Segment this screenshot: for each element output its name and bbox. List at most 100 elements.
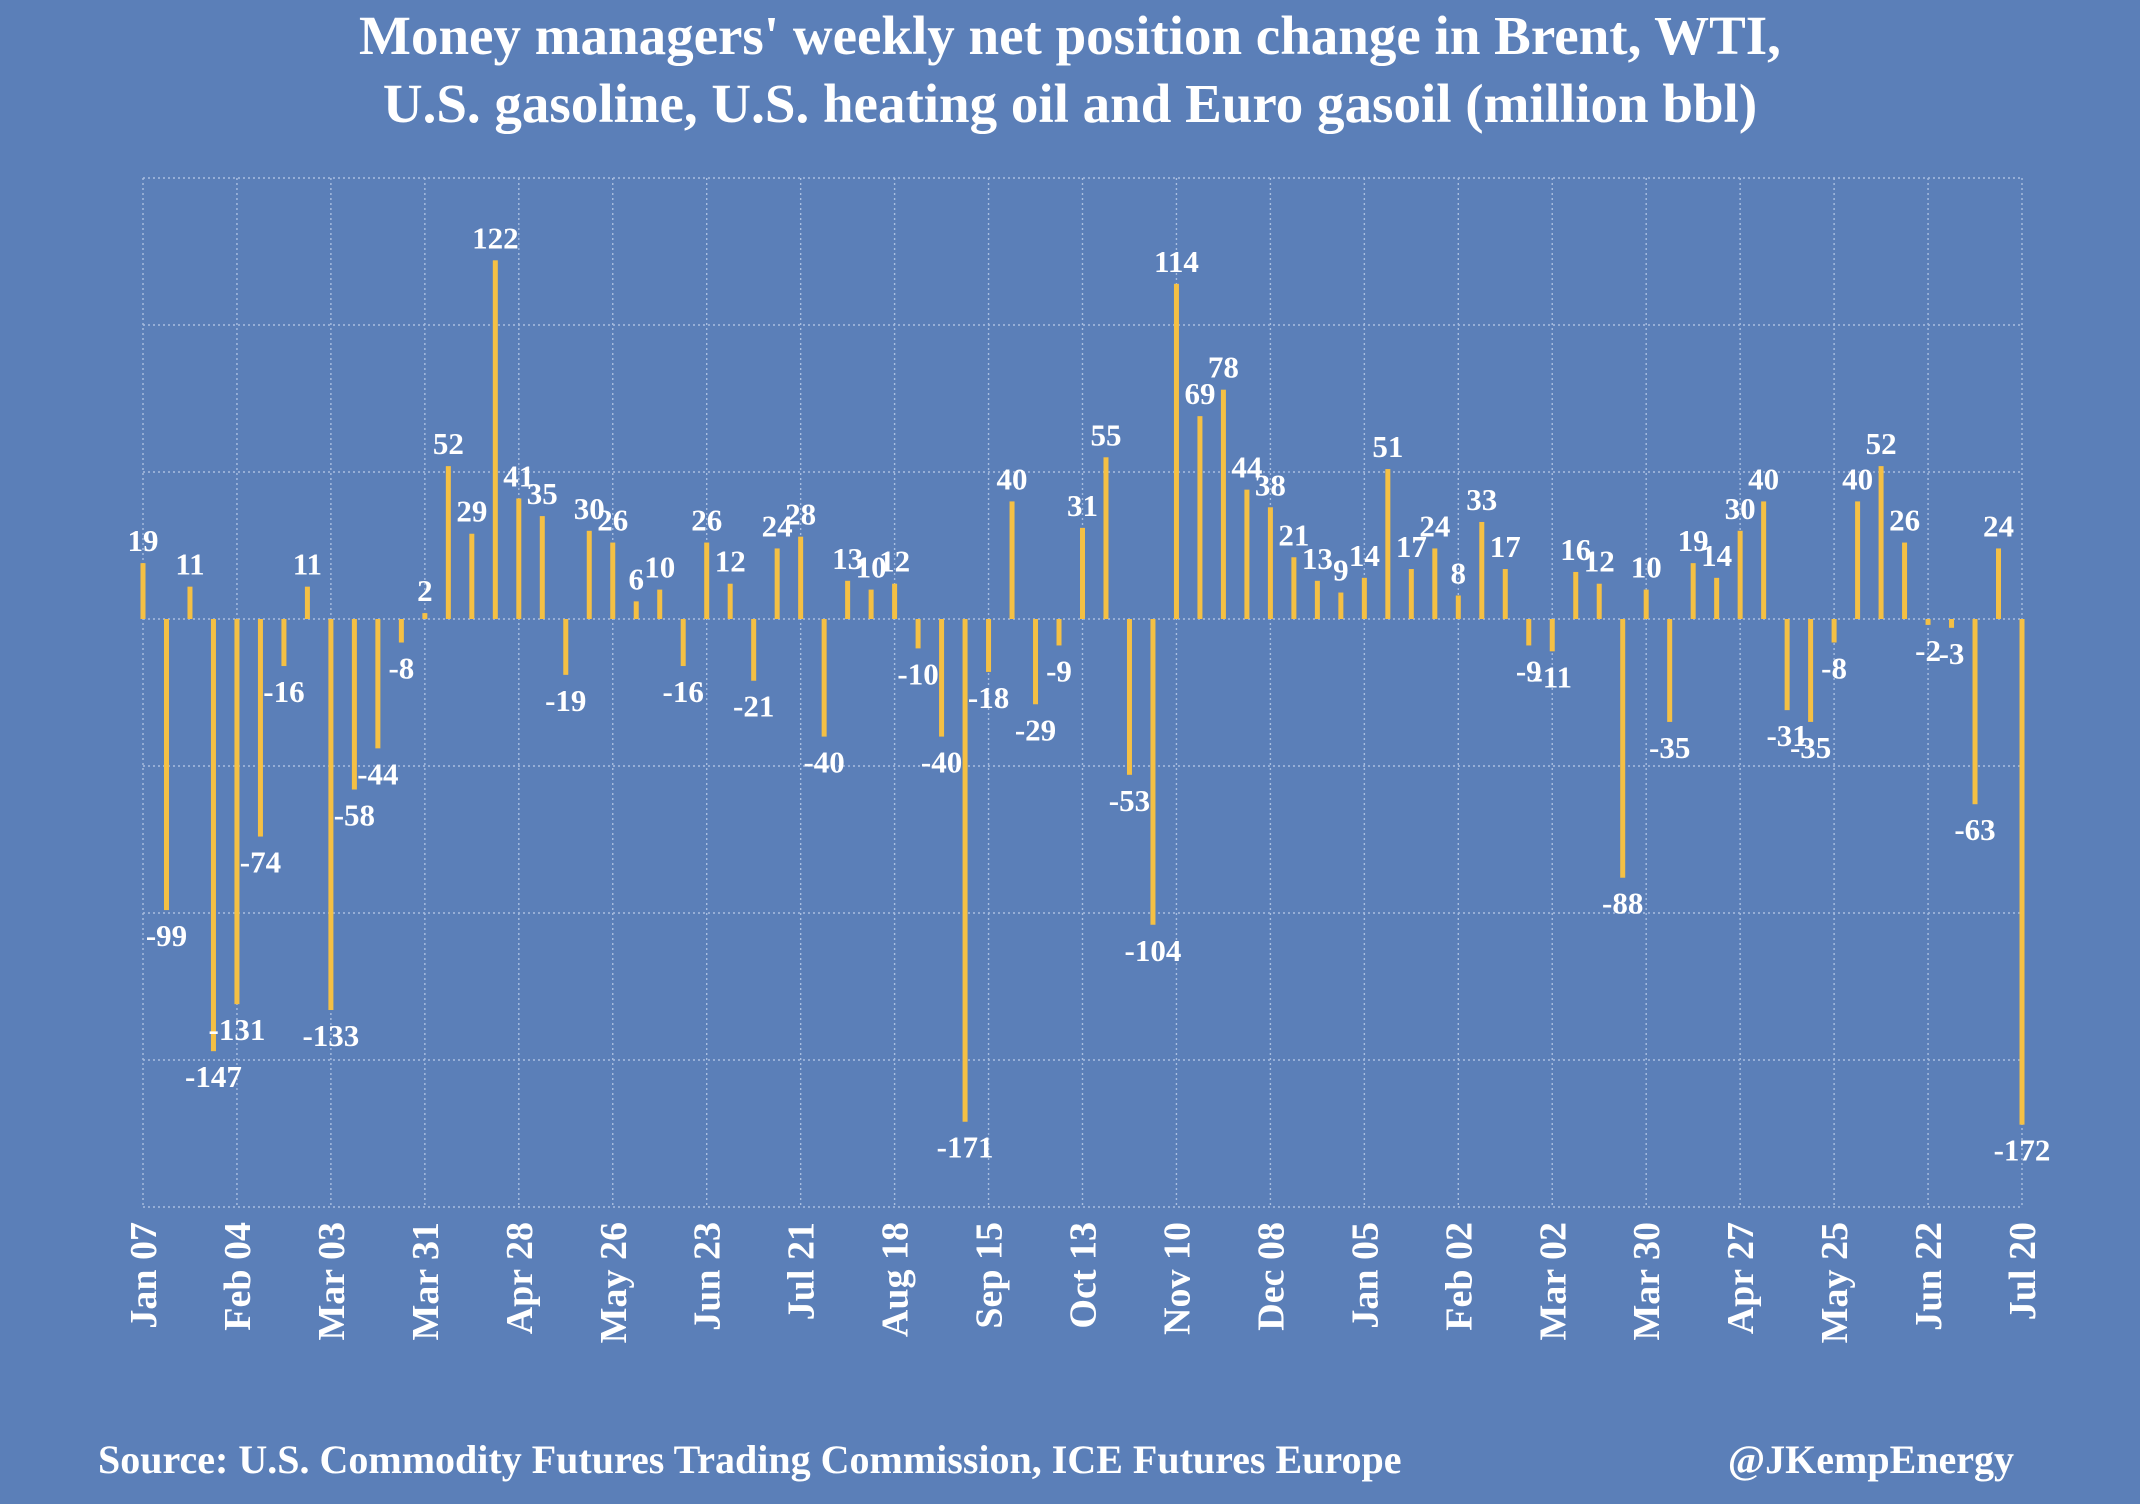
data-label: 11 <box>293 547 322 582</box>
bar <box>845 580 851 619</box>
bar <box>1667 619 1673 722</box>
bar <box>492 260 498 619</box>
bar <box>1925 619 1931 625</box>
bar <box>798 536 804 619</box>
data-label: 26 <box>1889 503 1920 538</box>
data-label: 30 <box>574 491 605 526</box>
bar <box>657 589 663 619</box>
bar <box>281 619 287 667</box>
bar <box>610 542 616 619</box>
x-tick-label: Sep 15 <box>969 1222 1011 1329</box>
data-label: -53 <box>1109 783 1150 818</box>
bar <box>1502 569 1508 619</box>
data-label: 12 <box>879 544 910 579</box>
x-tick-label: Apr 28 <box>499 1222 541 1334</box>
bar <box>1902 542 1908 619</box>
bar <box>1549 619 1555 652</box>
bar <box>1808 619 1814 722</box>
bar <box>704 542 710 619</box>
data-label: -29 <box>1015 712 1056 747</box>
bar <box>1291 557 1297 619</box>
data-label: 16 <box>1560 532 1591 567</box>
data-labels: 19-9911-147-131-74-1611-133-58-44-825229… <box>128 220 2051 1167</box>
x-tick-label: Nov 10 <box>1156 1222 1198 1335</box>
x-tick-label: Dec 08 <box>1250 1222 1292 1331</box>
bar <box>1784 619 1790 711</box>
data-label: -133 <box>302 1018 359 1053</box>
bar <box>915 619 921 649</box>
x-tick-label: Aug 18 <box>875 1222 917 1337</box>
data-label: -16 <box>663 674 704 709</box>
data-label: -99 <box>146 918 187 953</box>
bar <box>563 619 569 675</box>
bar <box>1737 530 1743 619</box>
data-label: -9 <box>1046 653 1072 688</box>
bar <box>821 619 827 737</box>
bar <box>1620 619 1626 878</box>
x-axis-ticks: Jan 07 Feb 04 Mar 03 Mar 31 Apr 28 May 26 Jun … <box>123 1222 2044 1343</box>
x-tick-label: Jul 21 <box>781 1222 823 1320</box>
bar <box>1455 595 1461 619</box>
bar <box>1831 619 1837 643</box>
data-label: 14 <box>1701 538 1732 573</box>
data-label: -35 <box>1649 730 1690 765</box>
x-tick-label: Jul 20 <box>2002 1222 2044 1320</box>
bar <box>1244 489 1250 619</box>
data-label: 51 <box>1372 429 1403 464</box>
data-label: 26 <box>597 503 628 538</box>
data-label: -9 <box>1516 653 1542 688</box>
data-label: -18 <box>968 680 1009 715</box>
data-label: 17 <box>1396 529 1427 564</box>
data-label: 114 <box>1154 244 1199 279</box>
data-label: 40 <box>1842 461 1873 496</box>
bar <box>986 619 992 672</box>
data-label: 30 <box>1725 491 1756 526</box>
data-label: 24 <box>762 508 793 543</box>
bar <box>774 548 780 619</box>
data-label: -44 <box>357 756 398 791</box>
bar <box>1361 577 1367 619</box>
bar <box>1855 501 1861 619</box>
x-tick-label: May 26 <box>593 1222 635 1343</box>
x-tick-label: Mar 03 <box>311 1222 353 1341</box>
data-label: 122 <box>472 220 519 255</box>
bar <box>516 498 522 619</box>
data-label: -16 <box>263 674 304 709</box>
bar <box>1690 563 1696 619</box>
x-tick-label: Apr 27 <box>1720 1222 1762 1334</box>
bar <box>1385 469 1391 619</box>
x-tick-label: Jan 07 <box>123 1222 165 1329</box>
bar <box>539 516 545 619</box>
x-tick-label: Jun 23 <box>687 1222 729 1331</box>
bar <box>1267 507 1273 619</box>
data-label: 13 <box>832 541 863 576</box>
bar <box>680 619 686 667</box>
data-label: -8 <box>1821 651 1847 686</box>
bar <box>962 619 968 1122</box>
bar <box>1996 548 2002 619</box>
bar <box>1949 619 1955 628</box>
bar <box>1526 619 1532 646</box>
data-label: -31 <box>1766 718 1807 753</box>
x-tick-label: Feb 04 <box>217 1222 259 1331</box>
bar <box>1714 577 1720 619</box>
bar <box>1056 619 1062 646</box>
bar <box>163 619 169 911</box>
bar <box>1220 389 1226 619</box>
x-tick-label: May 25 <box>1814 1222 1856 1343</box>
data-label: 10 <box>856 550 887 585</box>
data-label: 38 <box>1255 467 1286 502</box>
data-label: 10 <box>644 550 675 585</box>
chart-title-line-2: U.S. gasoline, U.S. heating oil and Euro… <box>382 73 1758 134</box>
data-label: -58 <box>334 798 375 833</box>
bar <box>633 601 639 619</box>
data-label: 33 <box>1466 482 1497 517</box>
data-label: 40 <box>997 461 1028 496</box>
data-label: 24 <box>1983 508 2014 543</box>
data-label: 35 <box>527 476 558 511</box>
data-label: 31 <box>1067 488 1098 523</box>
bar <box>398 619 404 643</box>
bar <box>445 466 451 619</box>
bar <box>2019 619 2025 1125</box>
